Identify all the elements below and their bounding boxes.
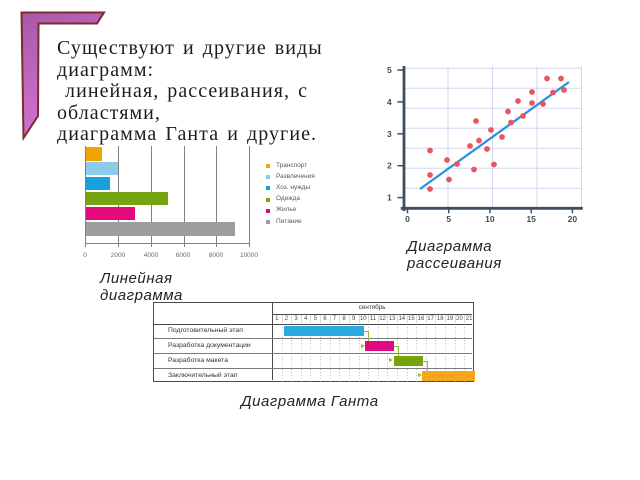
svg-text:3: 3 xyxy=(387,129,392,139)
svg-text:1: 1 xyxy=(387,193,392,203)
svg-text:10: 10 xyxy=(485,214,495,224)
svg-text:5: 5 xyxy=(387,65,392,75)
svg-text:2: 2 xyxy=(387,161,392,171)
svg-text:20: 20 xyxy=(568,214,578,224)
svg-text:5: 5 xyxy=(446,214,451,224)
svg-text:15: 15 xyxy=(526,214,536,224)
svg-text:0: 0 xyxy=(405,214,410,224)
svg-text:4: 4 xyxy=(387,97,392,107)
